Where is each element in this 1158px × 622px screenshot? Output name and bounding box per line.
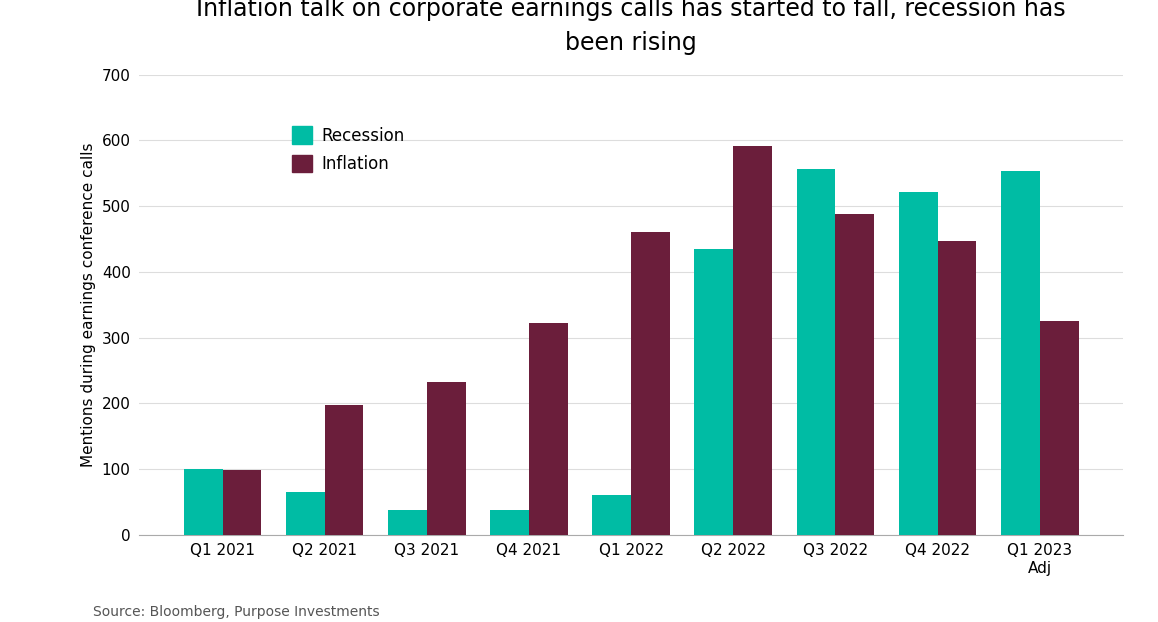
Title: Inflation talk on corporate earnings calls has started to fall, recession has
be: Inflation talk on corporate earnings cal… (197, 0, 1065, 55)
Bar (899, 192, 938, 535)
Bar (695, 249, 733, 535)
Bar (286, 492, 324, 535)
Bar (184, 469, 222, 535)
Bar (529, 323, 567, 535)
Bar (427, 383, 466, 535)
Bar (490, 510, 529, 535)
Bar (324, 406, 364, 535)
Bar (388, 510, 427, 535)
Bar (835, 214, 874, 535)
Bar (222, 470, 262, 535)
Legend: Recession, Inflation: Recession, Inflation (285, 120, 412, 180)
Bar (733, 146, 772, 535)
Bar (1001, 171, 1040, 535)
Bar (631, 233, 670, 535)
Y-axis label: Mentions during earnings conference calls: Mentions during earnings conference call… (81, 142, 96, 467)
Bar (938, 241, 976, 535)
Bar (592, 496, 631, 535)
Bar (797, 169, 835, 535)
Text: Source: Bloomberg, Purpose Investments: Source: Bloomberg, Purpose Investments (93, 605, 380, 619)
Bar (1040, 321, 1078, 535)
